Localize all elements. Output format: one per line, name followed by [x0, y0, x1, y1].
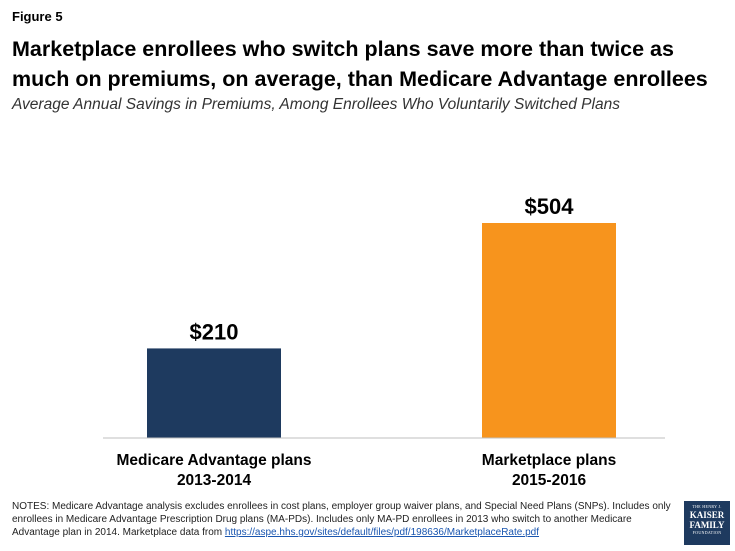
kff-logo: THE HENRY J. KAISER FAMILY FOUNDATION — [684, 501, 730, 545]
chart-title: Marketplace enrollees who switch plans s… — [12, 37, 708, 91]
category-label-1-line-2: 2013-2014 — [177, 472, 252, 489]
source-link[interactable]: https://aspe.hhs.gov/sites/default/files… — [224, 527, 540, 538]
logo-line-3: FAMILY — [689, 520, 725, 530]
data-label-2: $504 — [525, 194, 575, 219]
chart-subtitle: Average Annual Savings in Premiums, Amon… — [12, 96, 620, 113]
bar-1 — [147, 348, 281, 438]
notes-text: NOTES: Medicare Advantage analysis exclu… — [12, 501, 671, 538]
logo-line-4: FOUNDATION — [692, 530, 722, 535]
figure-label: Figure 5 — [12, 9, 63, 24]
chart-notes: NOTES: Medicare Advantage analysis exclu… — [12, 500, 677, 539]
logo-line-2: KAISER — [689, 510, 725, 520]
bar-2 — [482, 223, 616, 438]
bar-chart: $210 Medicare Advantage plans 2013-2014 $50… — [103, 194, 665, 489]
category-label-2-line-1: Marketplace plans — [482, 452, 616, 469]
category-label-1-line-1: Medicare Advantage plans — [117, 452, 312, 469]
logo-line-1: THE HENRY J. — [692, 504, 722, 509]
data-label-1: $210 — [190, 319, 239, 344]
category-label-2-line-2: 2015-2016 — [512, 472, 587, 489]
